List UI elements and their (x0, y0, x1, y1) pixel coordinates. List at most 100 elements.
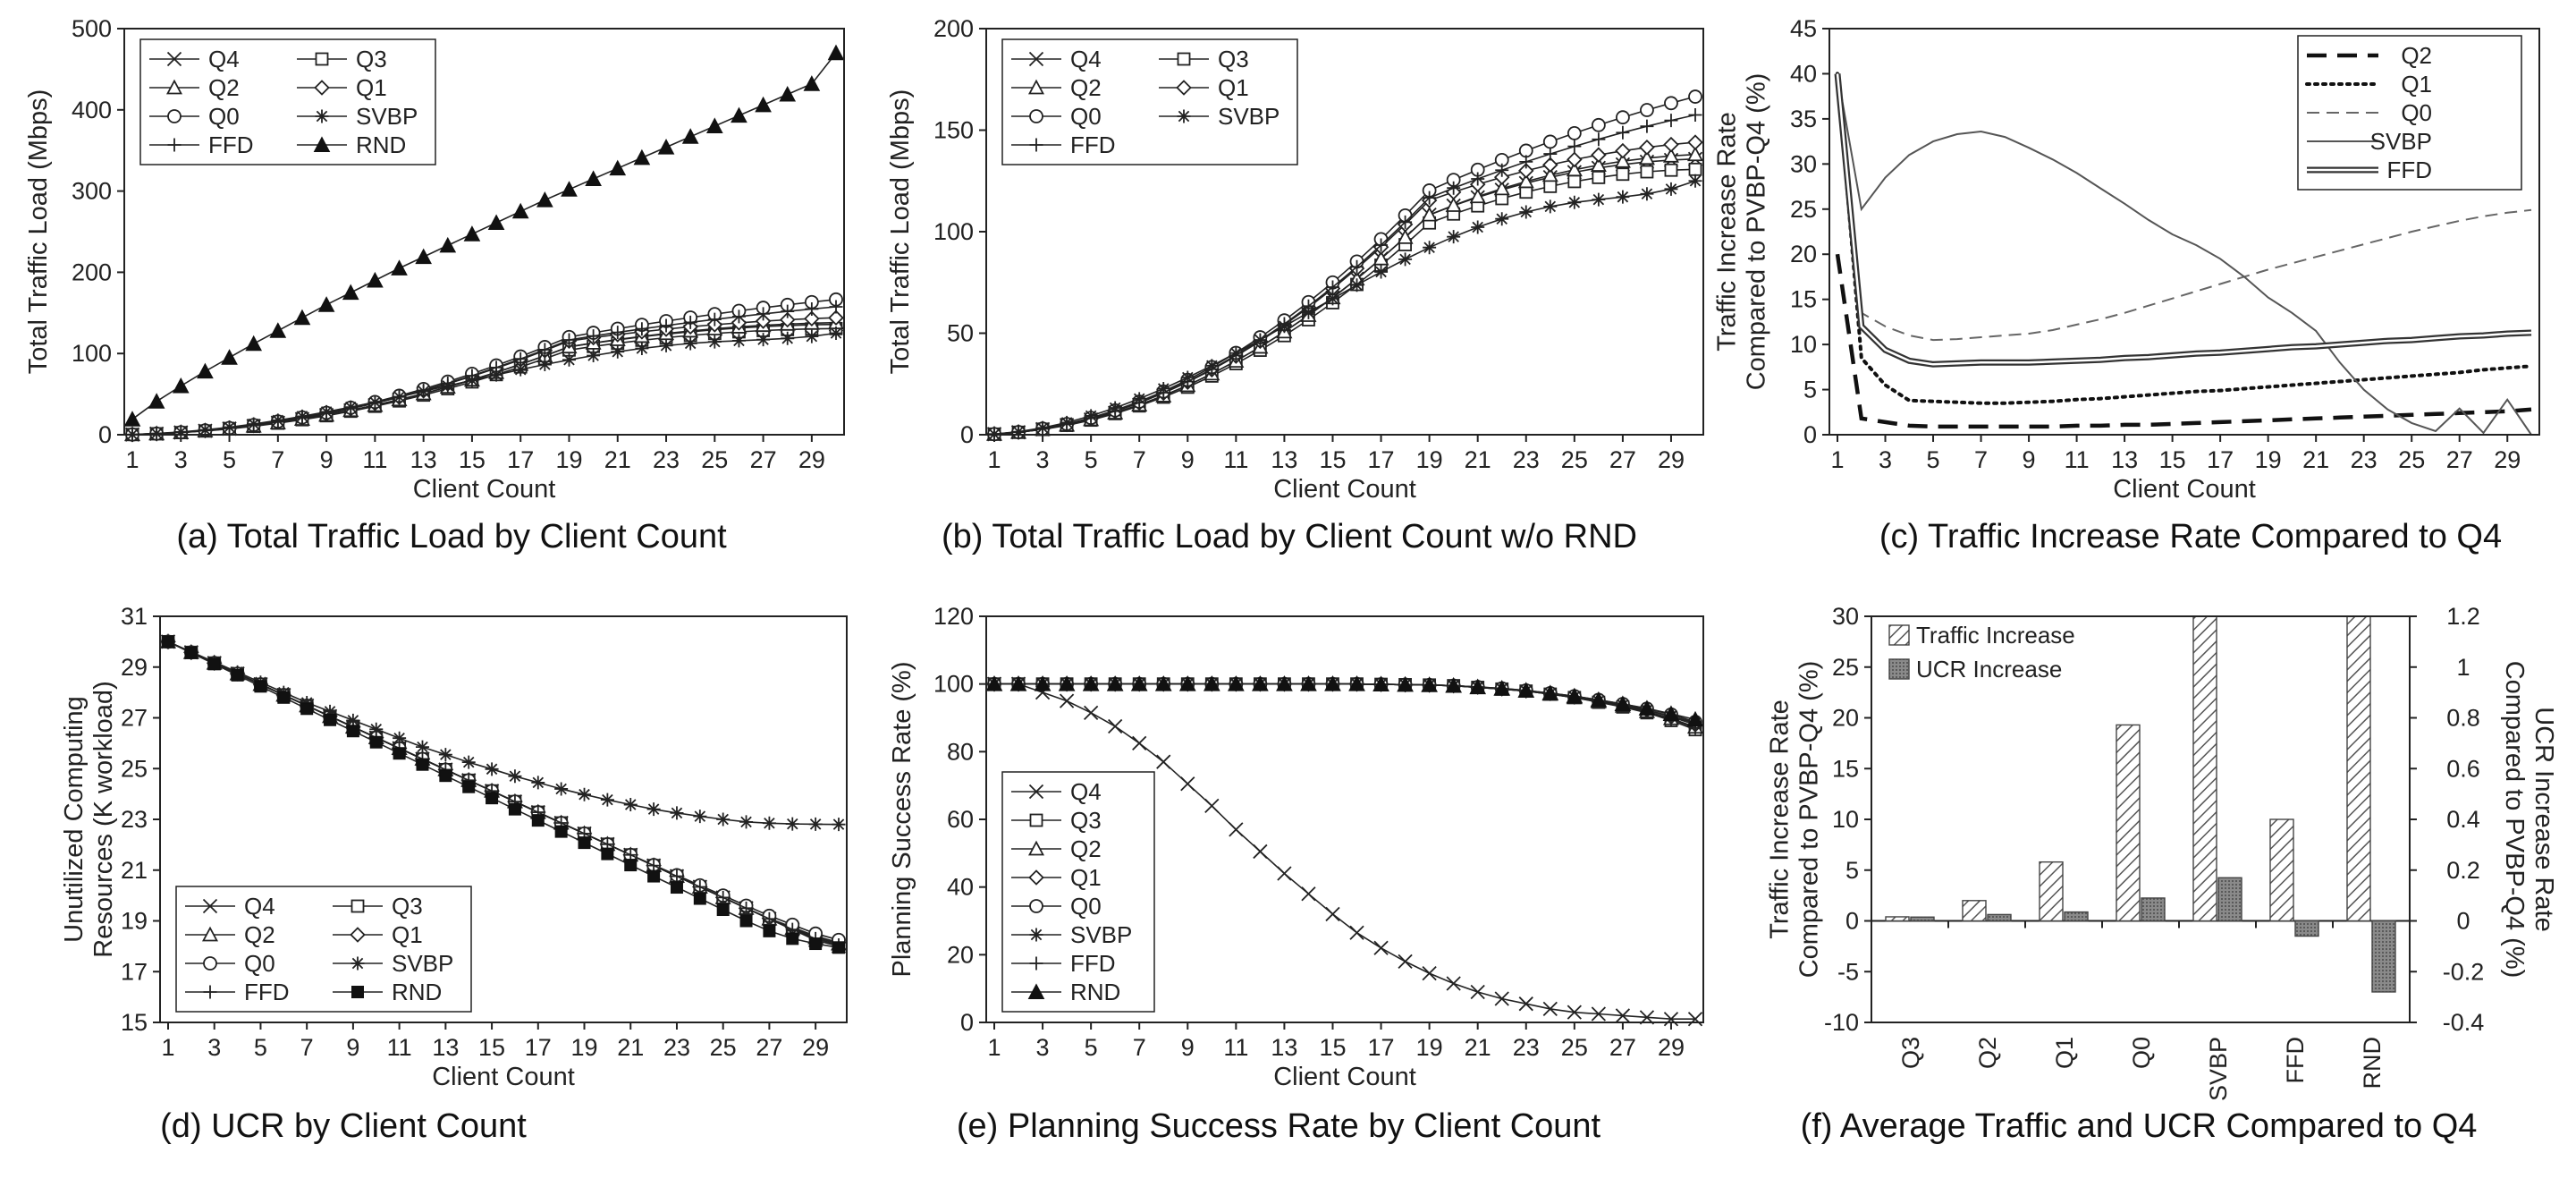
legend-label-Traffic-Increase: Traffic Increase (1916, 622, 2075, 649)
plot-frame (123, 28, 845, 436)
series-line-FFD (993, 114, 1696, 436)
x-tick-label: 15 (1319, 1034, 1346, 1061)
y2-tick-label: 1.2 (2446, 603, 2480, 630)
y-tick-label: 31 (121, 603, 148, 630)
bar-Traffic-Increase-Q2 (1962, 900, 1987, 922)
chart-panel-f: -10 -5 0 5 10 15 20 25 30 -0.4 -0.2 0 0.2 0.4 0.6 0.8 1 1… (1766, 603, 2559, 1145)
point-RND-16 (487, 214, 505, 231)
y-tick-label: 5 (1803, 377, 1817, 403)
point-RND-19 (578, 836, 591, 850)
legend-label-SVBP: SVBP (2370, 128, 2432, 155)
point-RND-25 (1566, 687, 1584, 704)
point-FFD-9 (319, 406, 334, 420)
legend-label-Q1: Q1 (1218, 74, 1249, 101)
x-tick-label: 21 (1465, 1034, 1491, 1061)
point-SVBP-28 (781, 331, 795, 345)
point-FFD-27 (762, 911, 776, 926)
y-tick-label: 23 (121, 806, 148, 833)
point-FFD-5 (1084, 411, 1098, 426)
point-SVBP-11 (393, 731, 407, 745)
point-FFD-18 (1398, 215, 1413, 229)
legend-label-Q3: Q3 (356, 46, 387, 72)
y2-tick-label: 0.6 (2446, 755, 2480, 782)
series-line-inner-FFD (1836, 73, 2532, 366)
point-Q3-30 (1688, 162, 1702, 176)
point-Q4-27 (1615, 1008, 1631, 1023)
point-SVBP-23 (659, 338, 673, 352)
point-SVBP-25 (707, 335, 722, 349)
y-axis-title-line: Total Traffic Load (Mbps) (24, 89, 53, 375)
series-line-SVBP (1837, 73, 2532, 436)
x-tick-label: 13 (2111, 446, 2138, 473)
y-tick-label: 0 (1803, 421, 1817, 448)
y-axis-title: Traffic Increase RateCompared to PVBP-Q4… (1713, 73, 1771, 391)
y-tick-label: 19 (121, 908, 148, 935)
point-RND-29 (803, 75, 821, 91)
legend-marker-Q1 (350, 927, 366, 943)
x-tick-label: 1 (125, 446, 139, 473)
x-axis-title: Client Count (2113, 475, 2256, 504)
legend-label-Q2: Q2 (1070, 74, 1102, 101)
legend-label-SVBP: SVBP (392, 950, 453, 977)
legend-marker-Q0 (203, 956, 217, 971)
point-FFD-23 (659, 318, 673, 333)
legend-marker-Q1 (1176, 80, 1192, 96)
x-tick-label: 25 (1561, 1034, 1588, 1061)
point-SVBP-27 (762, 816, 776, 830)
y-axis-title: Planning Success Rate (%) (888, 662, 916, 978)
y-tick-label: 20 (947, 941, 974, 968)
point-RND-10 (369, 735, 383, 749)
y-tick-label: 20 (1832, 705, 1859, 732)
point-SVBP-19 (578, 787, 592, 801)
point-RND-14 (462, 780, 476, 793)
legend-label-Q1: Q1 (356, 74, 387, 101)
point-RND-28 (786, 932, 799, 945)
point-SVBP-26 (731, 334, 746, 348)
point-FFD-14 (441, 377, 455, 391)
y-tick-label: 29 (121, 654, 148, 681)
y-tick-label: 25 (121, 755, 148, 782)
point-SVBP-22 (1495, 212, 1509, 226)
legend-label-RND: RND (356, 131, 406, 158)
point-RND-20 (585, 170, 602, 186)
point-SVBP-19 (562, 352, 576, 367)
x-tick-label: 29 (802, 1034, 829, 1061)
point-SVBP-30 (1688, 174, 1702, 188)
category-label-group: Q3 (1897, 1037, 1924, 1069)
y-tick-label: 20 (1790, 241, 1817, 267)
category-label-Q1: Q1 (2051, 1037, 2078, 1069)
x-tick-label: 5 (1085, 446, 1098, 473)
legend-label-Q0: Q0 (2401, 99, 2432, 126)
point-FFD-30 (829, 300, 843, 314)
point-FFD-19 (1423, 191, 1437, 205)
point-SVBP-18 (554, 782, 569, 796)
point-RND-27 (763, 924, 776, 937)
point-Q4-13 (1277, 866, 1292, 881)
point-RND-1 (123, 411, 141, 427)
x-tick-label: 15 (459, 446, 486, 473)
legend-box (175, 886, 472, 1013)
x-tick-label: 23 (1513, 1034, 1540, 1061)
x-tick-label: 5 (254, 1034, 267, 1061)
point-FFD-13 (1277, 317, 1291, 331)
y-axis-title: Unutilized ComputingResources (K workloa… (60, 681, 118, 957)
y-tick-label: 0 (1845, 908, 1859, 935)
point-FFD-16 (1350, 259, 1364, 274)
legend-marker-FFD (203, 985, 217, 999)
point-FFD-28 (1640, 119, 1654, 133)
point-RND-18 (1397, 675, 1414, 692)
point-RND-4 (1058, 675, 1076, 691)
x-tick-label: 7 (300, 1034, 314, 1061)
y-tick-label: 10 (1832, 806, 1859, 833)
series-line-Q0 (994, 683, 1696, 723)
x-tick-label: 17 (507, 446, 534, 473)
point-Q1-28 (779, 311, 796, 328)
x-tick-label: 9 (2023, 446, 2036, 473)
x-tick-label: 27 (750, 446, 777, 473)
series-line-Q1 (1836, 72, 2533, 405)
y-tick-label: 100 (72, 340, 112, 367)
legend-marker-Q4 (202, 898, 218, 914)
point-RND-11 (393, 747, 406, 760)
